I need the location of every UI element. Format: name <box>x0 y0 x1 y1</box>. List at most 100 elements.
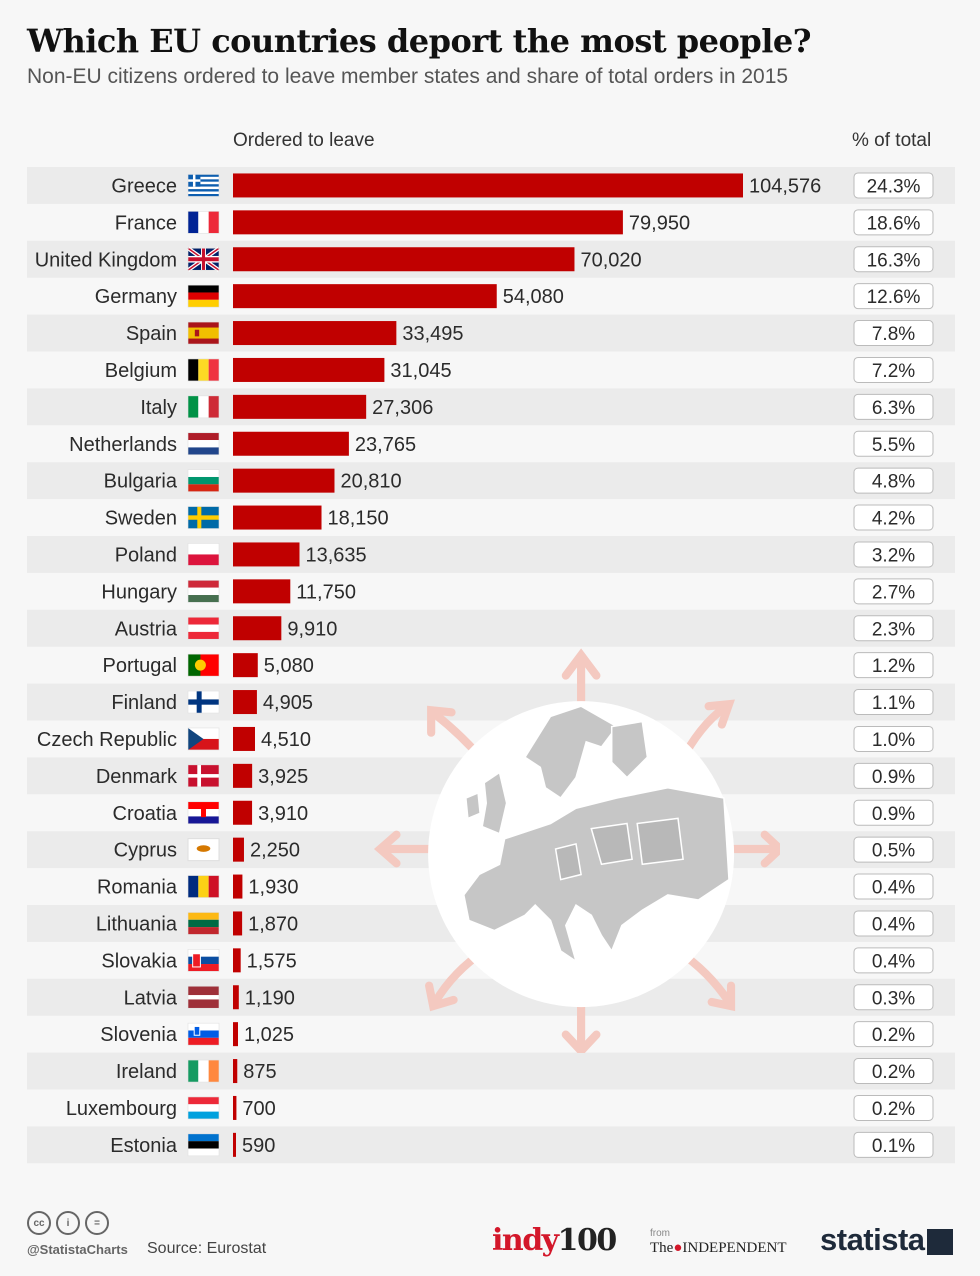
country-label: United Kingdom <box>35 249 177 271</box>
bar <box>233 985 239 1010</box>
bar <box>233 948 241 973</box>
bar <box>233 726 255 751</box>
country-label: Luxembourg <box>66 1098 177 1120</box>
value-label: 5,080 <box>264 655 314 677</box>
germany-flag-icon <box>187 284 220 308</box>
europe-map-illustration <box>373 648 780 1053</box>
bar <box>233 874 243 899</box>
share-pill <box>853 652 934 679</box>
row-stripe <box>27 314 955 352</box>
indy100-logo: indy100 <box>492 1223 617 1258</box>
value-label: 20,810 <box>340 471 401 493</box>
table-row: Ireland 875 0.2% <box>116 1058 934 1085</box>
ordered-column-header: Ordered to leave <box>233 130 375 151</box>
chart-title: Which EU countries deport the most peopl… <box>27 22 812 60</box>
country-label: Greece <box>111 175 177 197</box>
license-icons: cc i = <box>27 1211 109 1235</box>
share-column-header: % of total <box>852 130 932 151</box>
bar <box>233 394 367 419</box>
share-pill <box>853 836 934 863</box>
europe-landmass-icon <box>462 705 730 963</box>
value-label: 4,510 <box>261 729 311 751</box>
cyprus-flag-icon <box>187 838 220 862</box>
bar <box>233 505 322 530</box>
table-row: Luxembourg 700 0.2% <box>66 1094 934 1121</box>
bar <box>233 1059 238 1084</box>
country-label: Hungary <box>101 581 177 603</box>
value-label: 3,925 <box>258 766 308 788</box>
table-row: Latvia 1,190 0.3% <box>124 984 934 1011</box>
share-label: 0.9% <box>872 804 915 825</box>
share-pill <box>853 1058 934 1085</box>
country-label: Austria <box>115 618 178 640</box>
country-label: Germany <box>95 286 177 308</box>
value-label: 875 <box>243 1061 276 1083</box>
country-label: Sweden <box>105 508 177 530</box>
share-label: 7.8% <box>872 324 915 345</box>
croatia-flag-icon <box>187 801 220 825</box>
table-row: Austria 9,910 2.3% <box>115 615 934 642</box>
spain-flag-icon <box>187 321 220 345</box>
value-label: 33,495 <box>402 323 463 345</box>
bar <box>233 173 743 198</box>
country-label: Slovenia <box>100 1024 178 1046</box>
table-row: Lithuania 1,870 0.4% <box>96 910 934 937</box>
share-pill <box>853 1131 934 1158</box>
country-label: Estonia <box>110 1135 178 1157</box>
share-pill <box>853 246 934 273</box>
table-row: Finland 4,905 1.1% <box>111 689 934 716</box>
share-pill <box>853 356 934 383</box>
share-pill <box>853 947 934 974</box>
table-row: Netherlands 23,765 5.5% <box>69 430 934 457</box>
statista-handle: @StatistaCharts <box>27 1242 128 1257</box>
italy-flag-icon <box>187 395 220 419</box>
luxembourg-flag-icon <box>187 1096 220 1120</box>
share-pill <box>853 873 934 900</box>
bar <box>233 431 349 456</box>
value-label: 11,750 <box>296 581 356 603</box>
row-stripe <box>27 609 955 647</box>
country-label: Slovakia <box>101 950 177 972</box>
row-stripe <box>27 1052 955 1090</box>
bulgaria-flag-icon <box>187 469 220 492</box>
country-label: Belgium <box>105 360 177 382</box>
country-label: Latvia <box>124 987 178 1009</box>
austria-flag-icon <box>187 616 220 640</box>
bar <box>233 1022 238 1047</box>
value-label: 4,905 <box>263 692 313 714</box>
country-label: France <box>115 212 177 234</box>
value-label: 1,025 <box>244 1024 294 1046</box>
share-label: 0.2% <box>872 1062 915 1083</box>
share-pill <box>853 1021 934 1048</box>
value-label: 9,910 <box>287 618 337 640</box>
share-pill <box>853 504 934 531</box>
value-label: 54,080 <box>503 286 564 308</box>
share-label: 0.3% <box>872 988 915 1009</box>
share-pill <box>853 541 934 568</box>
share-pill <box>853 578 934 605</box>
slovenia-flag-icon <box>187 1022 220 1046</box>
attribution-icon: i <box>56 1211 80 1235</box>
bar <box>233 911 243 936</box>
belgium-flag-icon <box>187 358 220 382</box>
value-label: 1,930 <box>248 877 298 899</box>
romania-flag-icon <box>187 875 220 898</box>
share-pill <box>853 689 934 716</box>
share-label: 0.2% <box>872 1025 915 1046</box>
row-stripe <box>27 388 955 426</box>
czech-flag-icon <box>187 727 220 751</box>
table-row: Belgium 31,045 7.2% <box>105 356 934 383</box>
bar <box>233 1132 236 1157</box>
table-row: Denmark 3,925 0.9% <box>96 762 934 789</box>
value-label: 104,576 <box>749 175 821 197</box>
row-stripe <box>27 1126 955 1164</box>
estonia-flag-icon <box>187 1133 220 1157</box>
france-flag-icon <box>187 211 220 234</box>
statista-logo-icon <box>927 1229 953 1255</box>
share-label: 18.6% <box>867 213 921 234</box>
row-stripe <box>27 462 955 500</box>
share-pill <box>853 984 934 1011</box>
table-row: Germany 54,080 12.6% <box>95 283 934 310</box>
value-label: 27,306 <box>372 397 433 419</box>
ireland-flag-icon <box>187 1059 220 1083</box>
